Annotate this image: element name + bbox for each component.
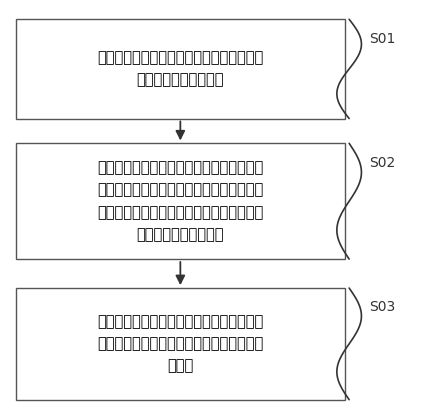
- Text: S03: S03: [369, 300, 395, 314]
- Text: 利用所述地图识别所述扫地机器人在被抱起
前的状态，根据所述状态确定预先配置的重
新定位算法，所述重新定位算法包括快速定
位算法或慢速定位算法: 利用所述地图识别所述扫地机器人在被抱起 前的状态，根据所述状态确定预先配置的重 …: [97, 160, 263, 242]
- Text: 当检测到扫地机器人被抱起时，获取扫地机
器人预先建立好的地图: 当检测到扫地机器人被抱起时，获取扫地机 器人预先建立好的地图: [97, 50, 263, 88]
- Bar: [16, 288, 345, 400]
- Text: S02: S02: [369, 156, 395, 170]
- Bar: [16, 143, 345, 259]
- Text: 根据所述快速定位算法或慢速定位算法确定
所述扫地机器人被抱起后回到地面的目标定
位位置: 根据所述快速定位算法或慢速定位算法确定 所述扫地机器人被抱起后回到地面的目标定 …: [97, 314, 263, 374]
- Bar: [16, 19, 345, 119]
- Text: S01: S01: [369, 32, 395, 46]
